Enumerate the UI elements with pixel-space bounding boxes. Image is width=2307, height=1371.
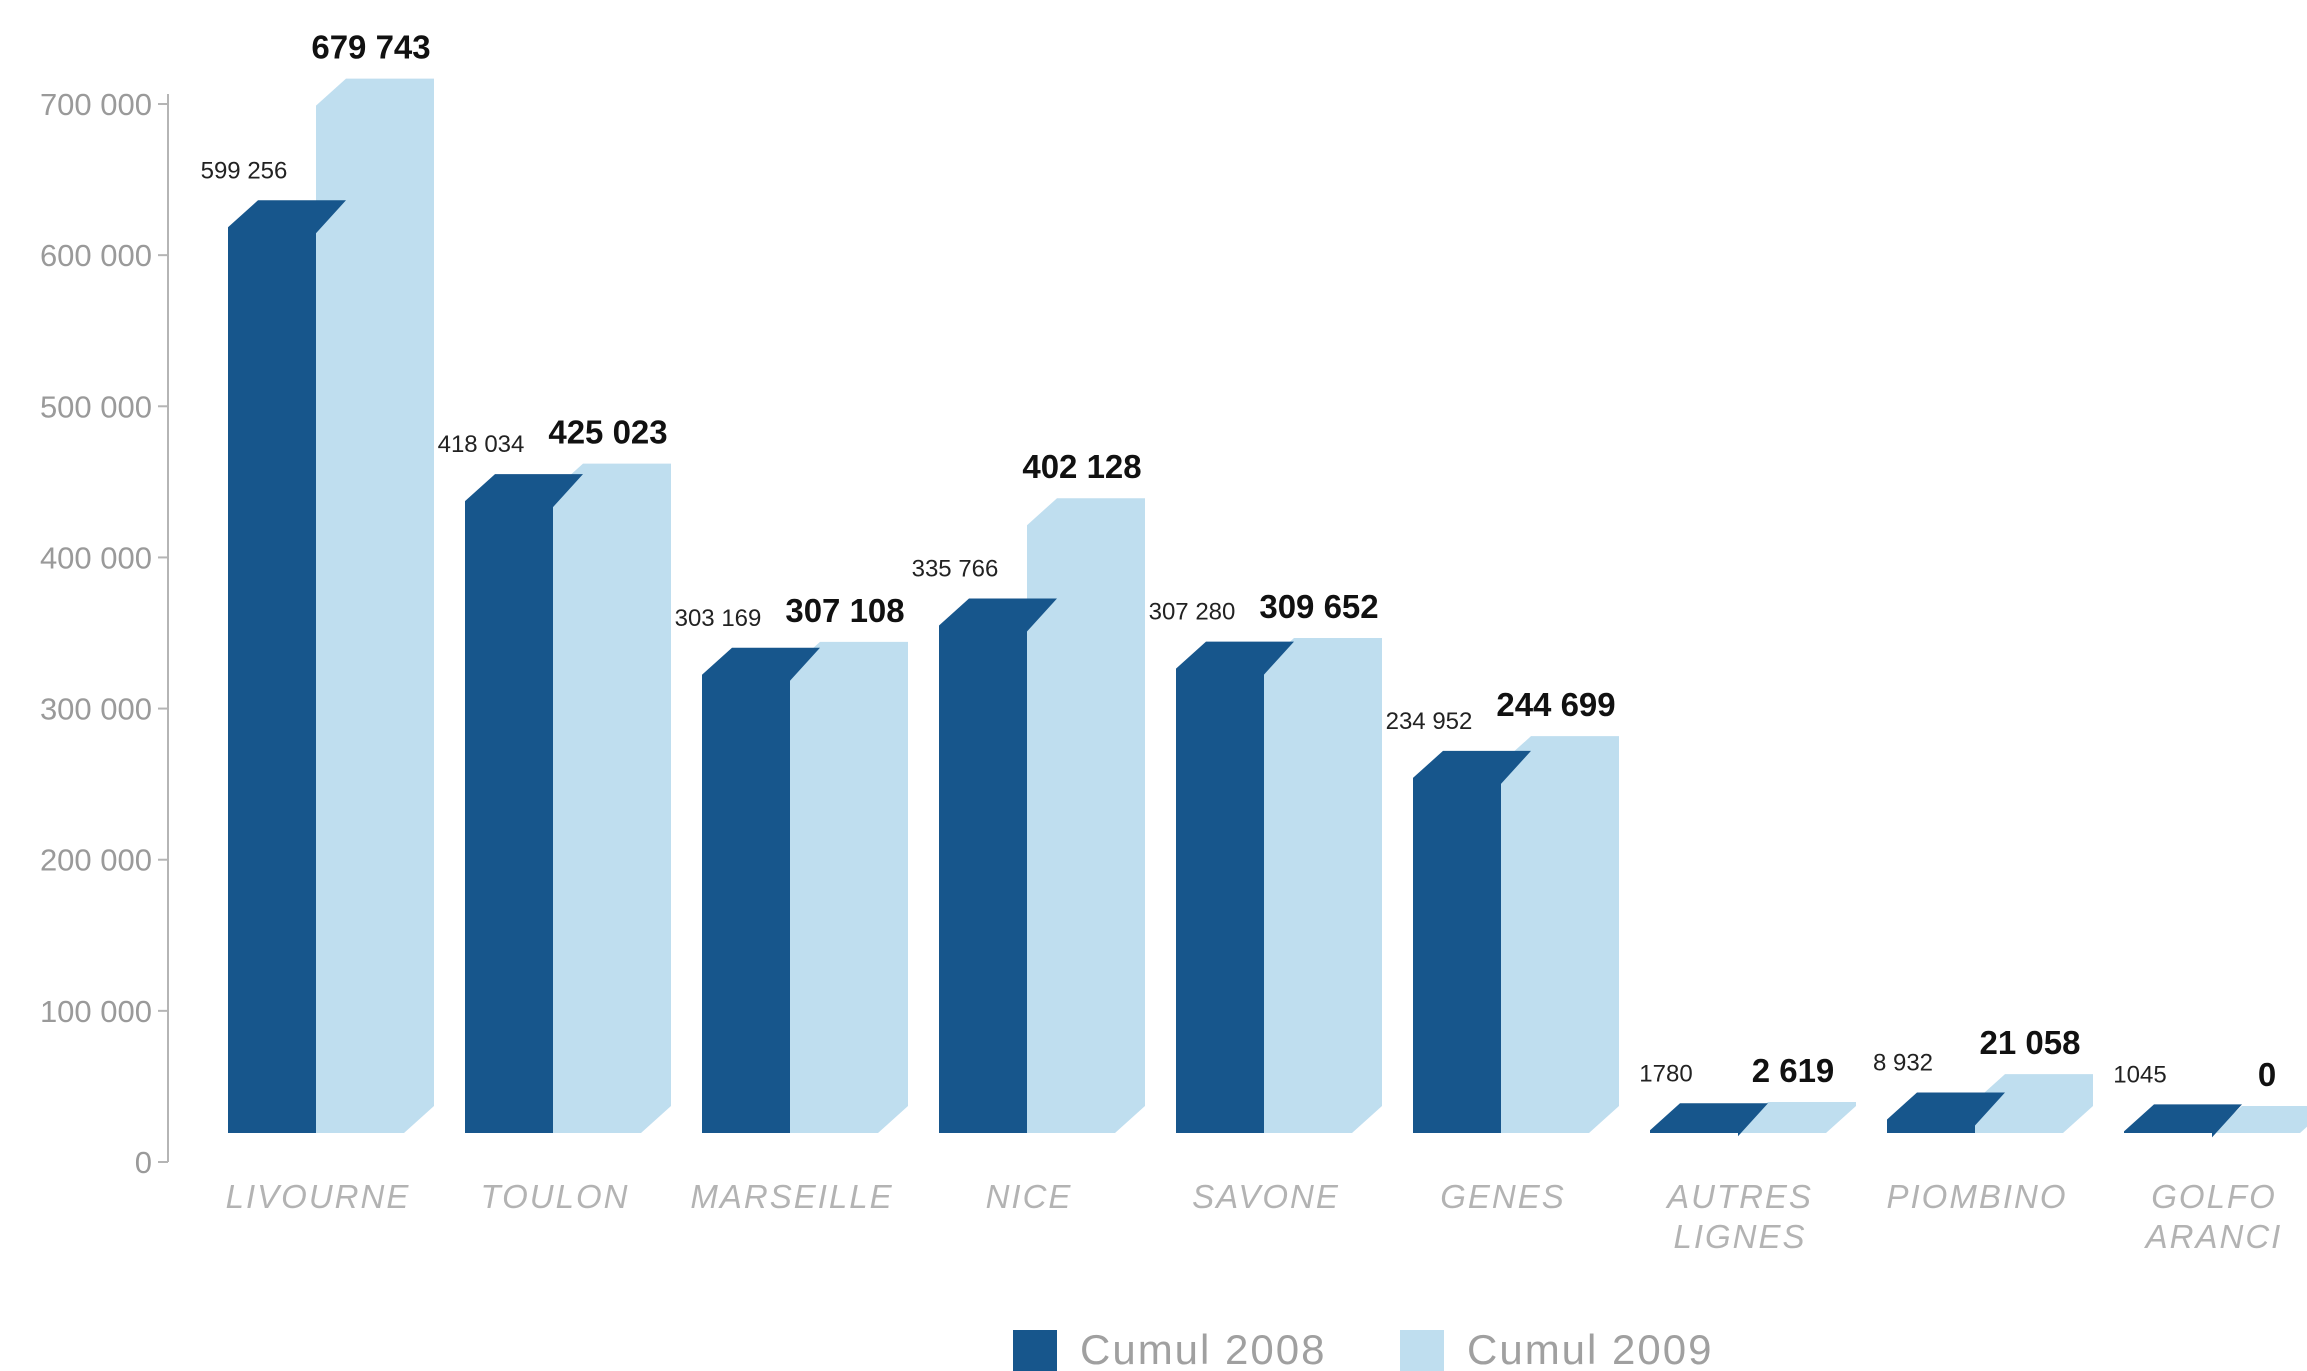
x-category-label: MARSEILLE [690,1178,893,1215]
legend-label-2009: Cumul 2009 [1467,1326,1713,1371]
bar-2008-body [702,647,820,1133]
legend-swatch-2008 [1013,1330,1057,1371]
data-label-2008: 1045 [2113,1061,2166,1088]
bar-2008-body [1413,750,1531,1133]
bar-2009-body [1975,1074,2093,1133]
bar-2008-body [2124,1104,2242,1138]
data-label-2008: 418 034 [438,431,525,458]
bar-2008 [702,647,820,1133]
x-category-label: AUTRES [1665,1178,1813,1215]
bar-2008 [1887,1092,2005,1133]
bar-2008 [465,474,583,1133]
bar-2009-body [1501,736,1619,1133]
legend-label-2008: Cumul 2008 [1080,1326,1326,1371]
data-label-2008: 307 280 [1149,599,1236,626]
data-label-2008: 303 169 [675,605,762,632]
bar-2009-body [790,641,908,1133]
bar-2008-body [1176,641,1294,1133]
y-tick-label: 500 000 [40,389,152,424]
bar-2009-body [553,463,671,1133]
data-label-2008: 8 932 [1873,1049,1933,1076]
bar-2009 [316,78,434,1133]
x-category-label: SAVONE [1192,1178,1340,1215]
bar-2008 [939,598,1057,1133]
bar-2008 [1650,1103,1768,1137]
bars [228,78,2307,1138]
data-label-2008: 335 766 [912,556,999,583]
data-label-2008: 599 256 [201,157,288,184]
bar-2009 [1264,637,1382,1133]
bar-2008-body [228,200,346,1134]
y-tick-label: 300 000 [40,692,152,727]
data-label-2008: 1780 [1639,1060,1692,1087]
x-category-label: LIGNES [1673,1218,1806,1255]
bar-2009 [1738,1102,1856,1133]
y-tick-label: 0 [135,1145,152,1180]
bar-2009 [1027,498,1145,1133]
data-label-2009: 307 108 [785,592,904,629]
bar-2009-body [2212,1106,2307,1133]
x-category-label: NICE [986,1178,1073,1215]
y-tick-label: 200 000 [40,843,152,878]
bar-2008 [1176,641,1294,1133]
data-label-2008: 234 952 [1386,708,1473,735]
data-label-2009: 244 699 [1496,686,1615,723]
data-label-2009: 0 [2258,1056,2276,1093]
data-label-2009: 21 058 [1980,1024,2081,1061]
y-tick-label: 400 000 [40,540,152,575]
bar-2009-body [1738,1102,1856,1133]
bar-2008-body [465,474,583,1133]
x-category-label: PIOMBINO [1886,1178,2067,1215]
y-tick-label: 600 000 [40,238,152,273]
bar-2008 [2124,1104,2242,1138]
data-label-2009: 402 128 [1022,448,1141,485]
legend-swatch-2009 [1400,1330,1444,1371]
x-category-label: GOLFO [2151,1178,2277,1215]
data-label-2009: 425 023 [548,414,667,451]
y-axis: 0 100 000 200 000 300 000 400 000 500 000 600 … [40,87,169,1180]
bar-2009-body [1264,637,1382,1133]
bar-2009 [1975,1074,2093,1133]
bar-2008 [228,200,346,1134]
data-label-2009: 679 743 [311,29,430,66]
x-category-label: GENES [1440,1178,1566,1215]
data-label-2009: 309 652 [1259,588,1378,625]
bar-2008-body [1887,1092,2005,1133]
x-axis-categories: LIVOURNE TOULON MARSEILLE NICE SAVONE GENES AU… [226,1178,2283,1255]
legend: Cumul 2008 Cumul 2009 [1013,1326,1713,1371]
bar-2009 [790,641,908,1133]
data-labels: 599 256 679 743 418 034 425 023 303 169 307 1… [201,29,2277,1093]
y-tick-label: 100 000 [40,994,152,1029]
bar-2009 [553,463,671,1133]
x-category-label: LIVOURNE [226,1178,411,1215]
x-category-label: TOULON [481,1178,630,1215]
x-category-label: ARANCI [2144,1218,2283,1255]
bar-2009 [1501,736,1619,1133]
bar-2009-body [316,78,434,1133]
bar-2009 [2212,1106,2307,1133]
bar-2008-body [939,598,1057,1133]
data-label-2009: 2 619 [1752,1052,1835,1089]
bar-2008-body [1650,1103,1768,1137]
bar-2008 [1413,750,1531,1133]
bar-2009-body [1027,498,1145,1133]
y-tick-label: 700 000 [40,87,152,122]
